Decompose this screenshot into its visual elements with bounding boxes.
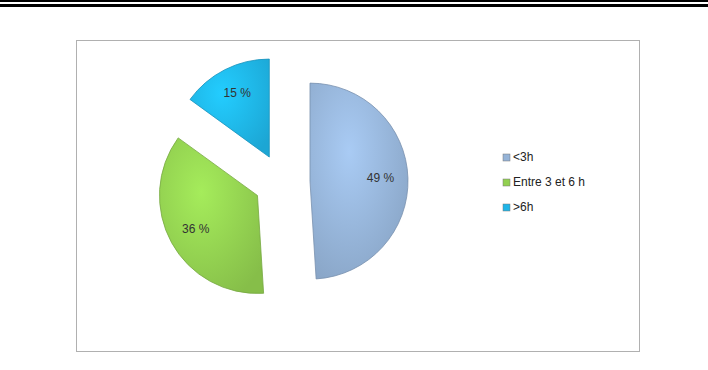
pie-slice: [190, 59, 269, 157]
data-label: 49 %: [367, 171, 395, 185]
legend-item: <3h: [503, 150, 533, 164]
legend-item: >6h: [503, 200, 533, 214]
chart: 49 % 36 % 15 % <3h Entre 3 et 6 h >6h: [0, 0, 708, 370]
legend-swatch: [503, 204, 510, 211]
legend-item: Entre 3 et 6 h: [503, 175, 585, 189]
pie-slice: [159, 138, 263, 294]
header-rule: [0, 4, 708, 7]
header-rule: [0, 0, 708, 2]
legend-label: Entre 3 et 6 h: [513, 175, 585, 189]
chart-frame: [77, 41, 640, 352]
data-label: 36 %: [182, 222, 210, 236]
legend-swatch: [503, 179, 510, 186]
legend-label: <3h: [513, 150, 533, 164]
pie-slice: [310, 83, 408, 279]
pie: [159, 59, 408, 293]
legend-label: >6h: [513, 200, 533, 214]
data-labels: 49 % 36 % 15 %: [182, 86, 395, 235]
legend-swatch: [503, 154, 510, 161]
data-label: 15 %: [224, 86, 252, 100]
legend: <3h Entre 3 et 6 h >6h: [503, 150, 585, 214]
